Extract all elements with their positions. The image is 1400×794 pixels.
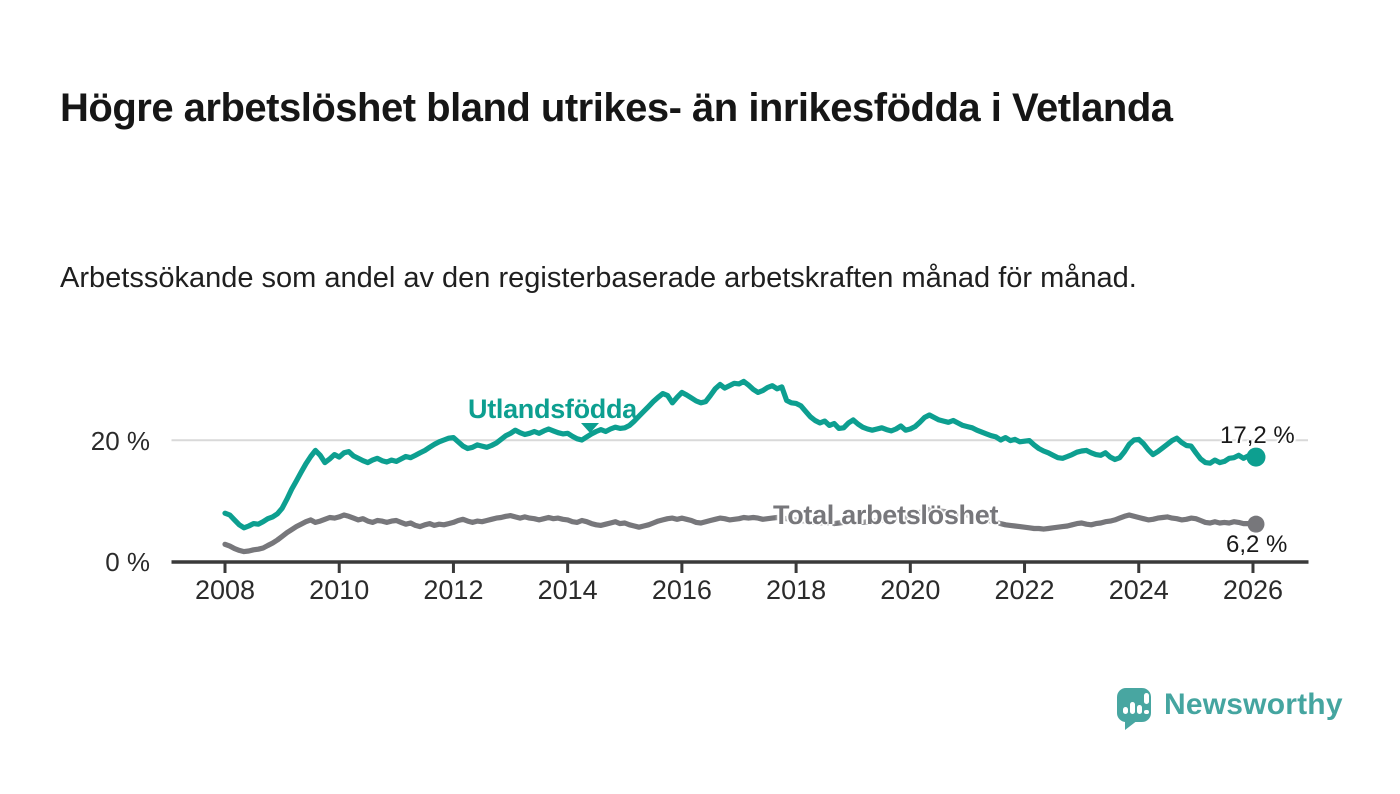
series-line-total <box>222 506 1256 555</box>
newsworthy-logo-icon <box>1117 688 1151 730</box>
bar-chart-glyph <box>1130 702 1135 714</box>
series-line-utlandsfodda <box>222 378 1256 531</box>
x-tick-label-2024: 2024 <box>1108 575 1169 605</box>
end-value-label-utlandsfodda: 17,2 % <box>1220 422 1295 449</box>
end-value-label-total: 6,2 % <box>1226 531 1288 558</box>
x-tick-label-2008: 2008 <box>194 575 256 605</box>
x-tick-label-2018: 2018 <box>766 575 827 605</box>
x-tick-label-2020: 2020 <box>880 575 941 605</box>
x-tick-label-2022: 2022 <box>994 575 1055 605</box>
bar-chart-glyph <box>1123 707 1128 714</box>
brand-name: Newsworthy <box>1164 688 1343 721</box>
page-title: Högre arbetslöshet bland utrikes- än inr… <box>60 85 1173 130</box>
x-tick-label-2010: 2010 <box>309 575 370 605</box>
y-axis-label-0: 0 % <box>105 547 150 577</box>
series-label-total-arbetsloshet: Total arbetslöshet <box>773 500 999 530</box>
x-tick-label-2026: 2026 <box>1222 575 1283 605</box>
x-tick-label-2012: 2012 <box>423 575 484 605</box>
series-label-utlandsfodda: Utlandsfödda <box>468 394 637 424</box>
chart-subtitle: Arbetssökande som andel av den registerb… <box>60 262 1137 294</box>
exclamation-dot <box>1144 709 1149 714</box>
series-end-dot-utlandsfodda <box>1246 447 1266 467</box>
label-pointer-triangle-icon <box>581 423 599 433</box>
speech-bubble-tail <box>1125 720 1138 730</box>
x-tick-label-2014: 2014 <box>537 575 598 605</box>
exclamation-glyph <box>1144 693 1149 704</box>
bar-chart-glyph <box>1137 705 1142 714</box>
series-end-dot-total <box>1247 515 1265 533</box>
x-tick-label-2016: 2016 <box>651 575 712 605</box>
y-axis-label-20: 20 % <box>90 426 150 456</box>
